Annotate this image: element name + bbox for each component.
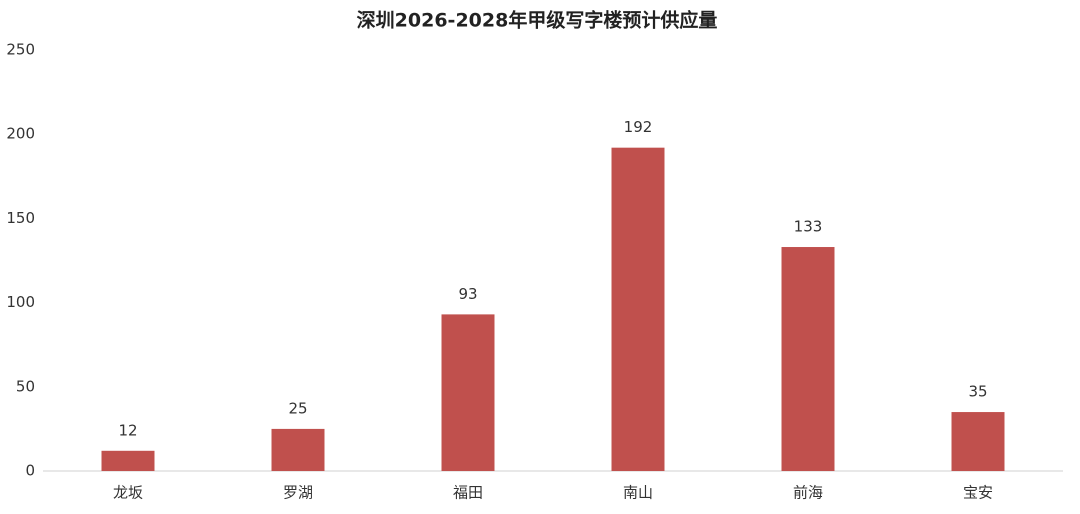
- bar: [271, 428, 325, 471]
- bar: [951, 412, 1005, 471]
- data-label: 35: [968, 383, 987, 401]
- chart-title: 深圳2026-2028年甲级写字楼预计供应量: [357, 9, 718, 32]
- y-tick-label: 150: [6, 209, 35, 227]
- x-tick-label: 宝安: [963, 484, 993, 502]
- bar: [441, 314, 495, 471]
- y-tick-label: 0: [25, 462, 35, 480]
- y-tick-label: 200: [6, 125, 35, 143]
- data-label: 93: [458, 285, 477, 303]
- x-tick-label: 南山: [623, 484, 653, 502]
- y-tick-label: 250: [6, 41, 35, 59]
- x-tick-label: 福田: [453, 484, 483, 502]
- data-label: 192: [624, 118, 653, 136]
- bar: [781, 247, 835, 471]
- x-tick-label: 前海: [793, 484, 823, 502]
- y-tick-label: 50: [16, 377, 35, 395]
- data-label: 12: [118, 421, 137, 439]
- data-label: 133: [794, 218, 823, 236]
- bar: [611, 147, 665, 471]
- y-tick-label: 100: [6, 293, 35, 311]
- x-tick-label: 龙坂: [113, 484, 143, 502]
- bar: [101, 450, 155, 471]
- x-tick-label: 罗湖: [283, 484, 313, 502]
- data-label: 25: [288, 399, 307, 417]
